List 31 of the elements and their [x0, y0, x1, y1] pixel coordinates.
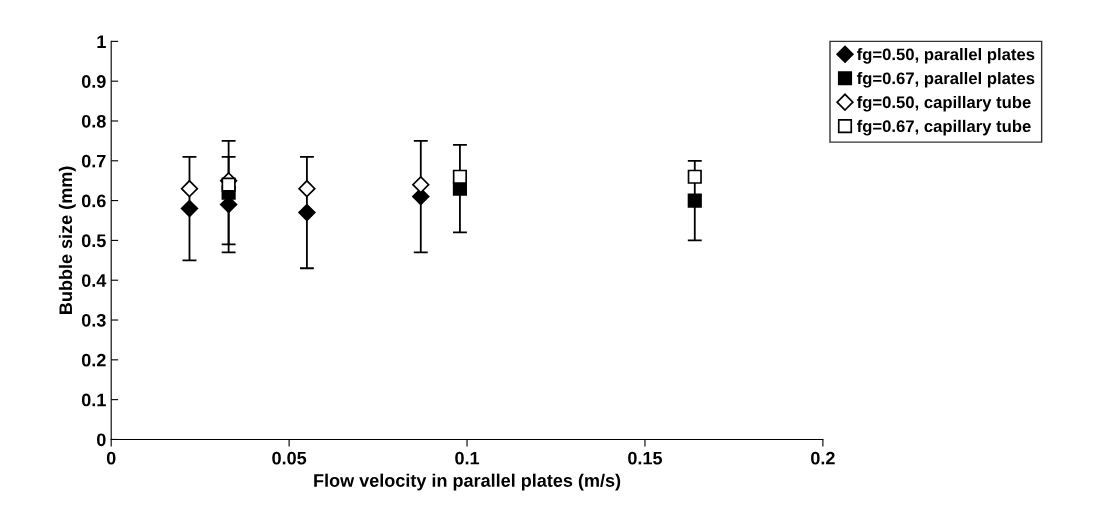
y-tick-label: 0.4 — [81, 274, 107, 287]
point — [221, 177, 236, 192]
x-tick-label: 0 — [106, 451, 116, 465]
point — [687, 169, 702, 184]
legend-label: fg=0.50, capillary tube — [856, 95, 1031, 112]
point — [180, 179, 199, 198]
y-tick-label: 1 — [97, 35, 106, 48]
x-axis-title: Flow velocity in parallel plates (m/s) — [314, 473, 621, 491]
y-axis-title: Bubble size (mm) — [58, 166, 76, 314]
x-tick-label: 0.15 — [628, 451, 663, 465]
y-tick-label: 0.2 — [81, 353, 106, 367]
x-tick-label: 0.1 — [455, 451, 480, 465]
x-tick-label: 0.05 — [272, 451, 307, 465]
legend-label: fg=0.67, parallel plates — [856, 71, 1035, 88]
point — [180, 199, 199, 218]
y-tick-label: 0.5 — [81, 234, 106, 248]
point — [452, 169, 468, 184]
y-tick-label: 0 — [97, 433, 106, 447]
y-tick-label: 0.8 — [81, 114, 106, 128]
y-tick-label: 0.1 — [81, 393, 106, 407]
point — [687, 193, 702, 208]
x-tick-label: 0.2 — [811, 451, 835, 465]
y-tick-label: 0.7 — [81, 154, 106, 168]
point — [298, 179, 316, 198]
y-tick-label: 0.6 — [81, 194, 106, 208]
legend-label: fg=0.67, capillary tube — [856, 119, 1031, 136]
y-tick-label: 0.3 — [81, 313, 106, 327]
point — [298, 203, 316, 222]
legend-label: fg=0.50, parallel plates — [856, 48, 1035, 64]
point — [412, 175, 430, 194]
y-tick-label: 0.9 — [81, 75, 106, 88]
